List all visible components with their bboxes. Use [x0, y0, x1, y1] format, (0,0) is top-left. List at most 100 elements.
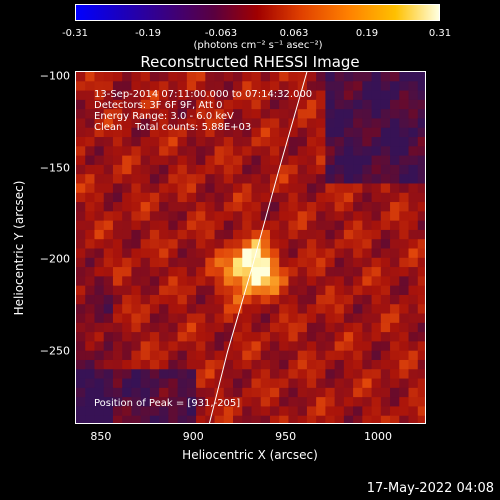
heatmap-cell: [306, 164, 317, 175]
heatmap-cell: [306, 415, 317, 423]
heatmap-cell: [251, 183, 262, 194]
heatmap-cell: [140, 90, 151, 101]
heatmap-cell: [122, 248, 133, 259]
heatmap-cell: [417, 211, 425, 222]
heatmap-cell: [149, 220, 160, 231]
heatmap-cell: [112, 294, 123, 305]
heatmap-cell: [306, 313, 317, 324]
heatmap-cell: [233, 378, 243, 389]
heatmap-cell: [269, 155, 280, 166]
heatmap-cell: [112, 164, 123, 175]
heatmap-cell: [334, 313, 345, 324]
heatmap-cell: [417, 378, 425, 389]
heatmap-cell: [242, 109, 253, 120]
heatmap-cell: [94, 332, 105, 342]
heatmap-cell: [343, 387, 354, 398]
heatmap-cell: [177, 183, 188, 194]
heatmap-cell: [131, 239, 142, 250]
heatmap-cell: [334, 332, 345, 342]
heatmap-cell: [417, 72, 425, 82]
heatmap-cell: [159, 81, 169, 92]
heatmap-cell: [112, 276, 123, 287]
heatmap-cell: [408, 406, 419, 417]
heatmap-cell: [279, 202, 290, 212]
heatmap-cell: [76, 415, 86, 423]
heatmap-cell: [316, 202, 326, 212]
heatmap-cell: [417, 192, 425, 203]
heatmap-cell: [242, 304, 253, 315]
heatmap-cell: [288, 155, 299, 166]
heatmap-cell: [316, 341, 326, 352]
heatmap-cell: [260, 359, 271, 370]
heatmap-cell: [131, 146, 142, 157]
heatmap-cell: [131, 109, 142, 120]
heatmap-cell: [260, 192, 271, 203]
heatmap-cell: [362, 202, 373, 212]
heatmap-cell: [334, 322, 345, 333]
heatmap-cell: [362, 81, 373, 92]
heatmap-cell: [251, 369, 262, 380]
heatmap-cell: [260, 164, 271, 175]
heatmap-cell: [316, 229, 326, 240]
heatmap-cell: [168, 183, 179, 194]
heatmap-cell: [362, 248, 373, 259]
heatmap-cell: [131, 267, 142, 277]
heatmap-cell: [76, 72, 86, 82]
heatmap-cell: [140, 174, 151, 185]
heatmap-cell: [288, 359, 299, 370]
heatmap-cell: [205, 257, 216, 268]
heatmap-cell: [408, 387, 419, 398]
heatmap-cell: [177, 202, 188, 212]
heatmap-cell: [251, 81, 262, 92]
heatmap-cell: [380, 127, 391, 138]
heatmap-cell: [168, 202, 179, 212]
heatmap-cell: [76, 137, 86, 147]
heatmap-cell: [297, 350, 308, 361]
heatmap-cell: [242, 192, 253, 203]
heatmap-cell: [343, 146, 354, 157]
heatmap-cell: [214, 415, 225, 423]
heatmap-cell: [103, 146, 114, 157]
heatmap-cell: [196, 359, 206, 370]
heatmap-cell: [242, 164, 253, 175]
heatmap-cell: [371, 406, 382, 417]
heatmap-cell: [362, 137, 373, 147]
heatmap-cell: [214, 155, 225, 166]
heatmap-cell: [223, 109, 234, 120]
heatmap-cell: [103, 285, 114, 296]
heatmap-cell: [168, 332, 179, 342]
heatmap-cell: [260, 332, 271, 342]
heatmap-cell: [316, 127, 326, 138]
heatmap-cell: [168, 313, 179, 324]
heatmap-cell: [186, 118, 197, 129]
heatmap-cell: [149, 397, 160, 408]
heatmap-cell: [159, 211, 169, 222]
heatmap-cell: [417, 304, 425, 315]
heatmap-cell: [306, 285, 317, 296]
heatmap-cell: [297, 397, 308, 408]
heatmap-cell: [371, 174, 382, 185]
heatmap-cell: [417, 294, 425, 305]
heatmap-cell: [223, 276, 234, 287]
heatmap-cell: [140, 229, 151, 240]
heatmap-cell: [260, 387, 271, 398]
heatmap-cell: [76, 211, 86, 222]
heatmap-cell: [233, 211, 243, 222]
heatmap-cell: [103, 137, 114, 147]
heatmap-cell: [85, 137, 96, 147]
heatmap-cell: [306, 90, 317, 101]
heatmap-cell: [159, 341, 169, 352]
heatmap-cell: [269, 350, 280, 361]
heatmap-cell: [149, 81, 160, 92]
heatmap-cell: [353, 397, 363, 408]
heatmap-cell: [76, 118, 86, 129]
heatmap-cell: [334, 248, 345, 259]
heatmap-cell: [76, 322, 86, 333]
heatmap-cell: [140, 192, 151, 203]
heatmap-cell: [288, 387, 299, 398]
heatmap-cell: [279, 72, 290, 82]
heatmap-cell: [417, 229, 425, 240]
heatmap-cell: [334, 285, 345, 296]
heatmap-cell: [334, 359, 345, 370]
heatmap-cell: [233, 406, 243, 417]
